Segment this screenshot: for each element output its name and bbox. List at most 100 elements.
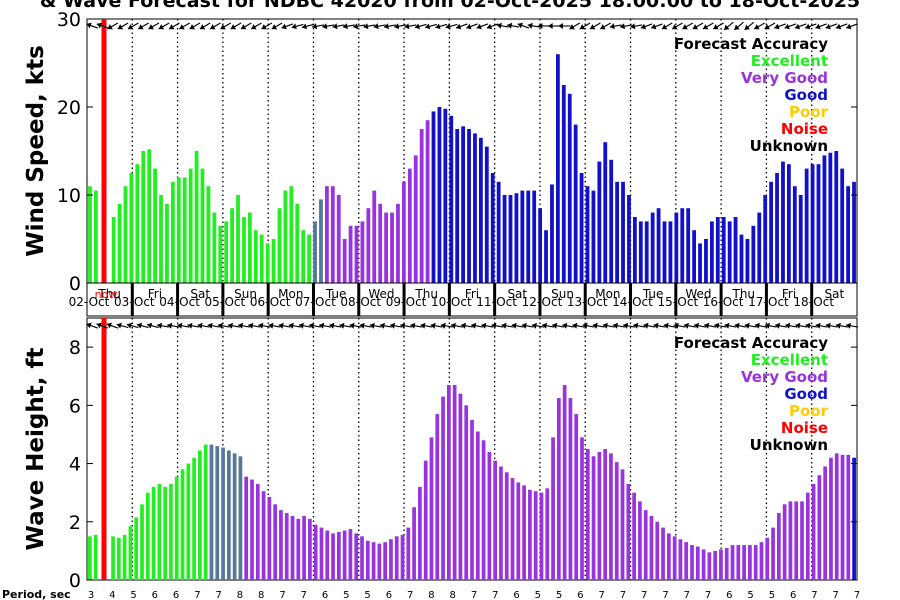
wind-bar — [597, 161, 602, 283]
wave-direction-arrow — [96, 322, 109, 329]
wave-bar — [116, 537, 121, 580]
wind-direction-arrow — [435, 23, 448, 30]
arrow-head — [342, 23, 348, 30]
day-band-separator — [357, 283, 361, 316]
wind-bar — [727, 221, 732, 283]
wind-direction-arrow — [496, 22, 509, 29]
arrow-head — [329, 322, 335, 329]
wave-direction-arrow — [541, 322, 554, 329]
wind-bar — [176, 177, 181, 283]
arrow-head — [268, 322, 274, 329]
wave-direction-arrow — [693, 322, 706, 329]
day-name-label: Wed — [368, 287, 394, 301]
arrow-head — [96, 322, 102, 329]
arrow-head — [724, 322, 730, 329]
wave-bar — [522, 485, 526, 580]
wind-direction-arrow — [507, 22, 520, 29]
wave-direction-arrow — [156, 322, 169, 329]
wind-bar — [265, 243, 270, 283]
wave-bar — [435, 414, 440, 580]
wave-bar — [313, 524, 318, 580]
arrow-head — [169, 24, 175, 30]
wave-bar — [556, 398, 561, 580]
arrow-head — [694, 322, 700, 329]
arrow-head — [582, 322, 588, 329]
wind-bar — [603, 142, 608, 283]
wind-direction-arrow — [774, 23, 786, 30]
wind-bar — [810, 164, 815, 283]
wind-bar — [834, 151, 839, 283]
day-date-label: 16-Oct — [703, 295, 744, 309]
arrow-head — [734, 24, 740, 30]
arrow-head — [471, 322, 477, 329]
day-name-label: Sun — [551, 287, 574, 301]
day-band-separator — [447, 283, 451, 316]
wind-bar — [354, 225, 359, 283]
arrow-head — [230, 24, 237, 30]
wave-bar — [389, 539, 393, 580]
wave-bar — [759, 542, 764, 580]
wind-direction-arrow — [301, 23, 314, 30]
wave-bar — [499, 466, 503, 580]
wind-now-line — [101, 19, 107, 283]
arrow-head — [404, 23, 410, 30]
wave-bar — [776, 513, 781, 580]
wave-direction-arrow — [714, 322, 727, 329]
wave-bar — [429, 437, 434, 580]
wave-bar — [782, 504, 787, 580]
wind-ylabel: Wind Speed, kts — [23, 45, 49, 257]
arrow-head — [713, 24, 719, 30]
wave-direction-arrow — [319, 322, 332, 329]
wind-bar — [739, 234, 744, 283]
wind-direction-arrow — [486, 23, 499, 30]
wind-direction-arrow — [794, 23, 807, 30]
wave-bar — [846, 454, 851, 580]
wave-bar — [180, 469, 185, 580]
wind-bar — [668, 221, 673, 283]
period-tick-label: 5 — [747, 590, 753, 600]
wind-bar — [822, 155, 827, 283]
arrow-head — [651, 23, 657, 30]
wind-bar — [591, 190, 596, 283]
wind-bar — [561, 85, 566, 283]
wave-bar — [748, 545, 752, 580]
wave-bar — [829, 457, 833, 580]
day-band-frame — [86, 282, 858, 317]
wave-direction-arrow — [329, 322, 342, 329]
arrow-head — [501, 322, 507, 329]
arrow-head — [197, 322, 203, 329]
arrow-head — [179, 24, 185, 30]
day-date-label: 15-Oct — [657, 295, 698, 309]
wind-direction-arrow — [599, 22, 611, 30]
wave-legend-entry: Very Good — [741, 368, 828, 386]
wave-bar — [695, 546, 700, 580]
wind-bar — [798, 195, 803, 283]
wave-bar — [493, 460, 498, 580]
arrow-head — [86, 22, 92, 29]
wave-bar — [701, 549, 706, 580]
arrow-head — [430, 322, 436, 329]
wave-direction-arrow — [744, 322, 757, 329]
wind-bar — [496, 181, 501, 283]
day-band-separator — [493, 283, 497, 316]
period-tick-label: 8 — [428, 590, 434, 600]
wind-direction-arrow — [517, 22, 530, 29]
wave-bar — [134, 517, 139, 580]
wave-bar — [273, 504, 278, 580]
arrow-head — [248, 322, 254, 329]
wind-direction-arrow — [332, 23, 345, 30]
wave-direction-arrow — [552, 322, 565, 329]
wind-bar — [319, 199, 323, 283]
wave-direction-arrow — [805, 322, 818, 329]
day-band-separator — [810, 283, 814, 316]
arrow-head — [116, 322, 122, 329]
chart-title: & Wave Forecast for NDBC 42020 from 02-O… — [40, 0, 860, 12]
arrow-head — [815, 23, 821, 30]
wind-bar — [224, 221, 229, 283]
period-tick-label: 6 — [577, 590, 583, 600]
wind-direction-arrow — [158, 22, 170, 30]
wind-direction-arrow — [619, 23, 633, 30]
wind-ytick-label: 20 — [57, 97, 81, 119]
arrow-head — [476, 23, 482, 30]
